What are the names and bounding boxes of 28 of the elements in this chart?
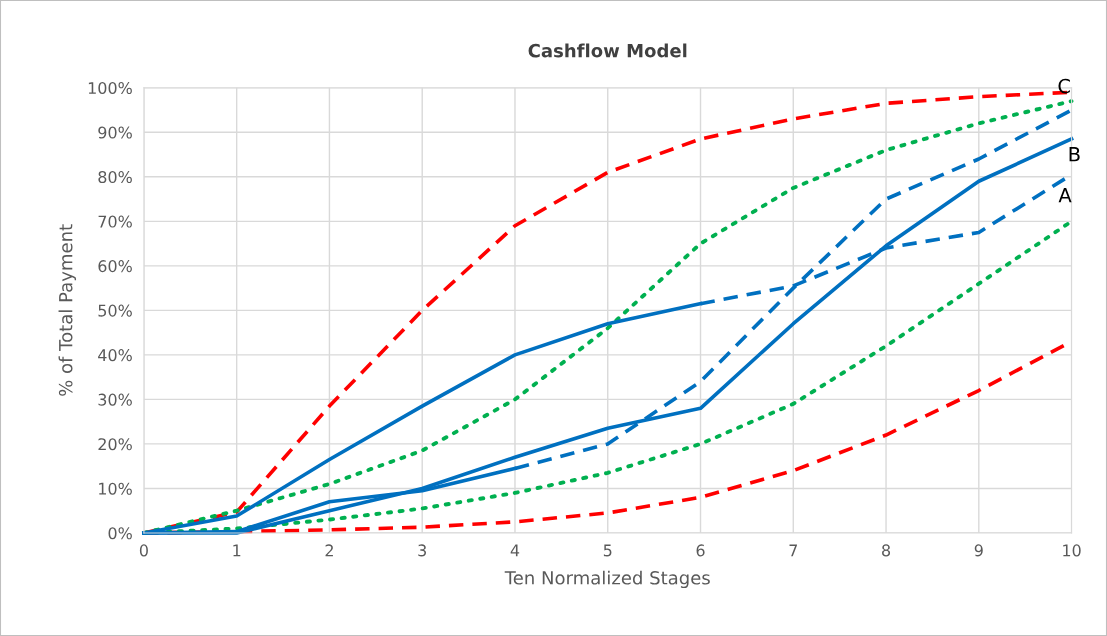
x-tick-label: 4 <box>510 544 520 557</box>
y-tick-label: 100% <box>88 81 132 95</box>
x-tick-label: 6 <box>696 544 705 557</box>
x-tick-label: 3 <box>418 544 427 557</box>
y-tick-label: 10% <box>99 482 132 495</box>
annotation: B <box>1069 147 1080 162</box>
x-tick-label: 9 <box>974 544 983 557</box>
x-tick-label: 5 <box>603 544 612 557</box>
y-tick-label: 50% <box>98 304 132 317</box>
annotation: A <box>1058 188 1072 203</box>
y-tick-label: 60% <box>98 260 132 273</box>
y-tick-label: 80% <box>98 171 132 184</box>
y-tick-label: 90% <box>98 126 132 139</box>
x-tick-label: 0 <box>139 544 148 557</box>
y-axis-title: % of Total Payment <box>58 224 77 396</box>
y-tick-label: 40% <box>98 349 132 362</box>
x-axis-title: Ten Normalized Stages <box>504 570 710 589</box>
annotation: C <box>1058 78 1070 94</box>
x-tick-label: 7 <box>789 544 797 557</box>
y-tick-label: 30% <box>98 393 132 406</box>
x-tick-label: 10 <box>1063 544 1081 557</box>
y-tick-label: 70% <box>98 215 132 228</box>
chart-title: Cashflow Model <box>528 43 687 58</box>
x-tick-label: 8 <box>882 544 891 557</box>
x-tick-label: 1 <box>233 544 241 557</box>
x-tick-label: 2 <box>325 544 333 557</box>
y-tick-label: 0% <box>108 527 132 540</box>
y-tick-label: 20% <box>98 438 132 451</box>
